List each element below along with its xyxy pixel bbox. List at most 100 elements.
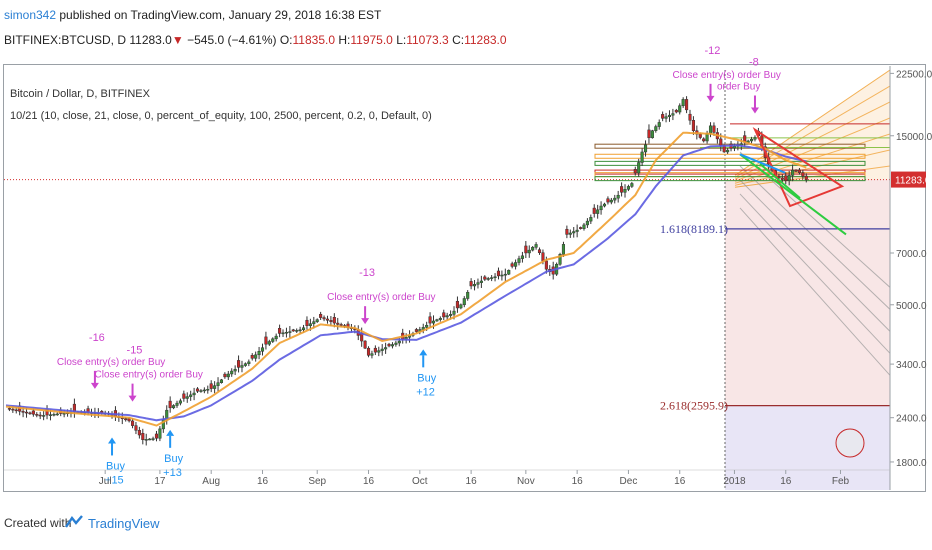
candle	[753, 135, 757, 142]
candle	[688, 109, 692, 125]
signal-arrow-icon	[90, 382, 99, 389]
candle	[219, 378, 224, 384]
candle-body	[452, 310, 456, 315]
candle-body	[442, 312, 446, 318]
candle	[182, 390, 186, 402]
candle-body	[626, 186, 630, 190]
candle-body	[127, 418, 131, 422]
candle-body	[647, 129, 651, 139]
candle	[626, 184, 630, 192]
candle-body	[199, 390, 203, 392]
price-tick-label: 3400.0	[896, 360, 927, 371]
candle-body	[534, 244, 538, 248]
signal-text: Buy	[417, 372, 436, 384]
candle	[630, 181, 634, 188]
time-tick-label: 16	[363, 476, 375, 487]
candle	[216, 377, 220, 392]
candle-body	[425, 324, 429, 328]
candle-body	[520, 255, 524, 259]
candle-body	[271, 338, 275, 342]
tradingview-brand[interactable]: TradingView	[88, 516, 160, 531]
candle-body	[459, 304, 463, 309]
candle	[561, 241, 566, 257]
price-tick-label: 5000.0	[896, 301, 927, 312]
candle-body	[490, 277, 494, 279]
author-link[interactable]: simon342	[4, 8, 57, 22]
candle	[260, 343, 265, 356]
open-label: O:	[279, 33, 293, 47]
candle	[134, 421, 138, 435]
candle-body	[325, 318, 330, 321]
candle-body	[329, 320, 333, 322]
candle	[787, 170, 791, 186]
candle	[510, 261, 514, 269]
candle-body	[503, 273, 507, 276]
fib-zone-upper	[725, 179, 890, 406]
signal-arrow-icon	[361, 318, 370, 325]
candle-body	[466, 291, 470, 299]
time-tick-label: Dec	[620, 476, 638, 487]
signal-text: order Buy	[717, 81, 760, 92]
buy-arrow-icon	[419, 349, 428, 356]
candle	[794, 169, 798, 173]
candle-body	[394, 342, 398, 345]
candle-body	[130, 420, 135, 426]
candle	[329, 316, 333, 327]
candle-body	[226, 373, 230, 378]
candle-body	[449, 314, 453, 316]
candle-body	[500, 274, 504, 277]
candle	[582, 222, 586, 231]
candle	[524, 241, 528, 259]
candle-body	[589, 217, 593, 222]
candle	[623, 184, 627, 198]
candle-body	[524, 245, 528, 254]
candle-body	[514, 262, 518, 267]
candle-body	[702, 138, 706, 142]
candle	[640, 148, 644, 167]
candle	[750, 136, 754, 144]
candle-body	[726, 149, 730, 153]
candle	[274, 333, 278, 342]
time-axis: Jul 17 Aug 16 Sep 16 Oct 16 Nov 16 Dec 16 2018 16 Feb	[4, 469, 890, 487]
publish-line: simon342 published on TradingView.com, J…	[4, 8, 381, 22]
candle-body	[295, 330, 299, 332]
candle-body	[28, 412, 32, 415]
candle	[373, 345, 377, 356]
candle	[589, 214, 593, 224]
candle	[537, 247, 542, 255]
candle-body	[206, 388, 210, 391]
candle-body	[31, 410, 35, 415]
candle-body	[784, 175, 788, 181]
candle-body	[585, 220, 589, 226]
candle	[319, 311, 323, 321]
candle	[271, 337, 275, 344]
candle	[558, 252, 562, 266]
candle-body	[654, 126, 658, 131]
candle-body	[319, 313, 323, 318]
projection-line	[759, 163, 801, 199]
candle	[394, 340, 398, 347]
candle-body	[732, 146, 737, 149]
candle	[178, 398, 182, 406]
candle-body	[623, 189, 627, 193]
candle-body	[472, 284, 477, 287]
candle-body	[21, 411, 25, 413]
candle-body	[476, 282, 480, 285]
candle	[476, 278, 480, 289]
candle	[616, 190, 620, 203]
candle	[52, 412, 56, 417]
candle-body	[148, 438, 152, 441]
signal-qty: -8	[749, 56, 759, 68]
candle-body	[479, 280, 483, 283]
candle-body	[428, 316, 432, 324]
time-tick-label: 16	[780, 476, 792, 487]
price-change: −545.0 (−4.61%)	[187, 33, 277, 47]
candle-body	[801, 172, 805, 177]
candle	[206, 385, 210, 394]
candle	[579, 226, 583, 230]
candle-body	[599, 205, 603, 211]
candle	[572, 227, 576, 238]
time-tick-label: 16	[572, 476, 584, 487]
candle	[168, 396, 172, 413]
